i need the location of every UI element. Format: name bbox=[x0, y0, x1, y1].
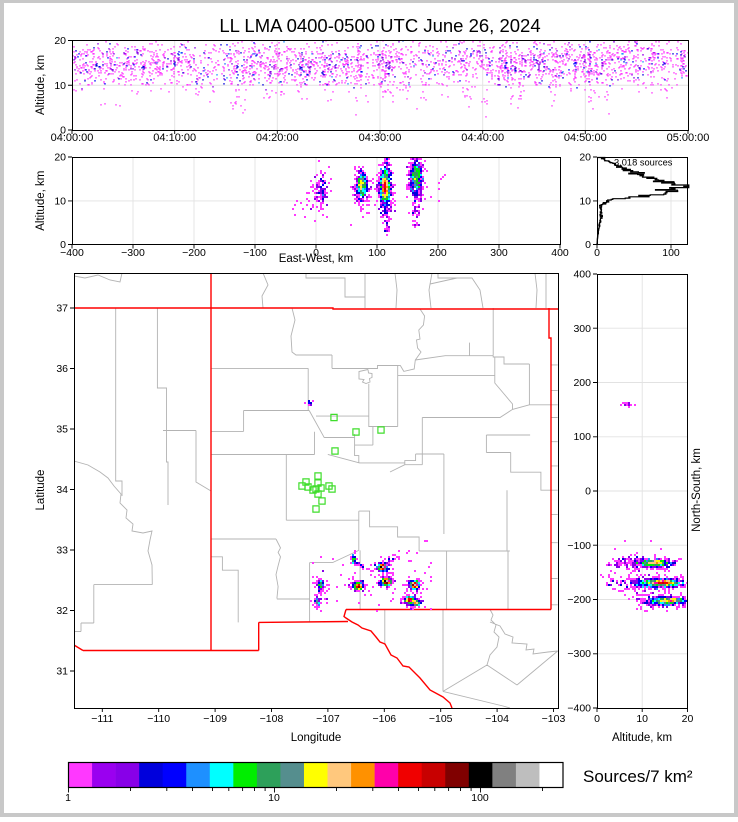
svg-text:100: 100 bbox=[368, 247, 386, 259]
svg-text:−100: −100 bbox=[243, 247, 267, 259]
svg-text:−108: −108 bbox=[260, 713, 284, 725]
svg-text:Altitude, km: Altitude, km bbox=[612, 732, 672, 744]
svg-text:04:30:00: 04:30:00 bbox=[359, 132, 402, 144]
svg-text:04:10:00: 04:10:00 bbox=[153, 132, 196, 144]
svg-text:−200: −200 bbox=[567, 594, 591, 606]
svg-text:34: 34 bbox=[56, 484, 68, 496]
svg-text:20: 20 bbox=[54, 35, 66, 47]
svg-text:North-South, km: North-South, km bbox=[691, 448, 703, 532]
svg-text:20: 20 bbox=[682, 713, 694, 725]
svg-text:0: 0 bbox=[594, 713, 600, 725]
svg-text:Altitude, km: Altitude, km bbox=[35, 55, 47, 115]
svg-text:−105: −105 bbox=[429, 713, 453, 725]
svg-text:0: 0 bbox=[60, 125, 66, 137]
svg-text:20: 20 bbox=[54, 152, 66, 164]
svg-text:04:50:00: 04:50:00 bbox=[564, 132, 607, 144]
svg-text:10: 10 bbox=[54, 80, 66, 92]
svg-text:100: 100 bbox=[573, 431, 591, 443]
svg-text:3,018 sources: 3,018 sources bbox=[614, 158, 673, 168]
svg-text:33: 33 bbox=[56, 545, 68, 557]
svg-text:−300: −300 bbox=[121, 247, 145, 259]
svg-text:East-West, km: East-West, km bbox=[279, 253, 354, 265]
svg-text:−103: −103 bbox=[542, 713, 566, 725]
svg-text:36: 36 bbox=[56, 363, 68, 375]
svg-text:Latitude: Latitude bbox=[35, 470, 47, 511]
svg-text:Sources/7 km²: Sources/7 km² bbox=[583, 767, 693, 786]
svg-text:04:20:00: 04:20:00 bbox=[256, 132, 299, 144]
svg-text:LL LMA 0400-0500 UTC June 26,: LL LMA 0400-0500 UTC June 26, 2024 bbox=[219, 15, 540, 36]
svg-text:−107: −107 bbox=[316, 713, 340, 725]
svg-text:−106: −106 bbox=[372, 713, 396, 725]
svg-text:0: 0 bbox=[313, 247, 319, 259]
svg-text:−109: −109 bbox=[203, 713, 227, 725]
svg-text:−300: −300 bbox=[567, 648, 591, 660]
svg-text:300: 300 bbox=[490, 247, 508, 259]
svg-text:−111: −111 bbox=[91, 713, 113, 725]
svg-text:−110: −110 bbox=[147, 713, 170, 725]
svg-text:10: 10 bbox=[579, 195, 591, 207]
svg-text:35: 35 bbox=[56, 424, 68, 436]
svg-text:−400: −400 bbox=[60, 247, 84, 259]
svg-text:1: 1 bbox=[65, 792, 71, 804]
svg-text:10: 10 bbox=[636, 713, 648, 725]
svg-text:0: 0 bbox=[585, 486, 591, 498]
svg-text:10: 10 bbox=[268, 792, 280, 804]
svg-text:0: 0 bbox=[594, 247, 600, 259]
svg-text:37: 37 bbox=[56, 303, 68, 315]
svg-text:10: 10 bbox=[54, 195, 66, 207]
svg-text:100: 100 bbox=[662, 247, 680, 259]
svg-text:Longitude: Longitude bbox=[291, 732, 342, 744]
svg-text:100: 100 bbox=[471, 792, 489, 804]
svg-text:−100: −100 bbox=[567, 540, 591, 552]
svg-text:32: 32 bbox=[56, 605, 68, 617]
svg-text:05:00:00: 05:00:00 bbox=[667, 132, 710, 144]
svg-text:20: 20 bbox=[579, 152, 591, 164]
svg-text:0: 0 bbox=[60, 239, 66, 251]
svg-text:04:00:00: 04:00:00 bbox=[51, 132, 94, 144]
svg-text:31: 31 bbox=[56, 666, 68, 678]
svg-text:400: 400 bbox=[551, 247, 569, 259]
svg-text:400: 400 bbox=[573, 269, 591, 281]
svg-text:0: 0 bbox=[585, 239, 591, 251]
svg-text:04:40:00: 04:40:00 bbox=[461, 132, 504, 144]
svg-text:−104: −104 bbox=[485, 713, 509, 725]
svg-text:−200: −200 bbox=[182, 247, 206, 259]
svg-text:200: 200 bbox=[573, 377, 591, 389]
svg-text:300: 300 bbox=[573, 323, 591, 335]
svg-text:−400: −400 bbox=[567, 703, 591, 715]
svg-text:Altitude, km: Altitude, km bbox=[35, 171, 47, 231]
svg-text:200: 200 bbox=[429, 247, 447, 259]
